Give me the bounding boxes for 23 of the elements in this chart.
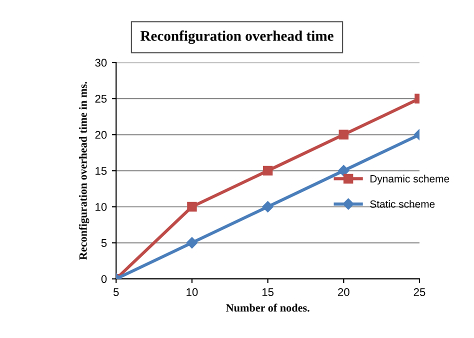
- y-tick-label: 0: [101, 275, 107, 283]
- x-axis-title: Number of nodes.: [226, 304, 310, 312]
- point: [338, 165, 350, 176]
- legend-label: Static scheme: [370, 200, 435, 208]
- y-tick-label: 10: [96, 203, 107, 211]
- point: [262, 201, 274, 212]
- y-tick-label: 20: [95, 130, 107, 139]
- x-tick-label: 5: [113, 288, 119, 296]
- y-tick-label: 15: [96, 167, 107, 175]
- point: [262, 166, 273, 176]
- x-tick-label: 15: [262, 288, 274, 296]
- point: [338, 130, 349, 140]
- point: [187, 202, 197, 212]
- y-axis-title: Reconfiguration overhead time in ms.: [78, 82, 90, 260]
- x-tick-label: 10: [186, 288, 198, 296]
- y-tick-label: 5: [101, 239, 107, 247]
- x-tick-label: 20: [338, 288, 350, 296]
- legend-label: Dynamic scheme: [370, 174, 450, 185]
- point: [186, 237, 198, 248]
- x-tick-label: 25: [414, 288, 426, 296]
- y-tick-label: 25: [95, 94, 107, 103]
- chart-title: Reconfiguration overhead time: [140, 30, 334, 44]
- y-tick-label: 30: [95, 58, 107, 67]
